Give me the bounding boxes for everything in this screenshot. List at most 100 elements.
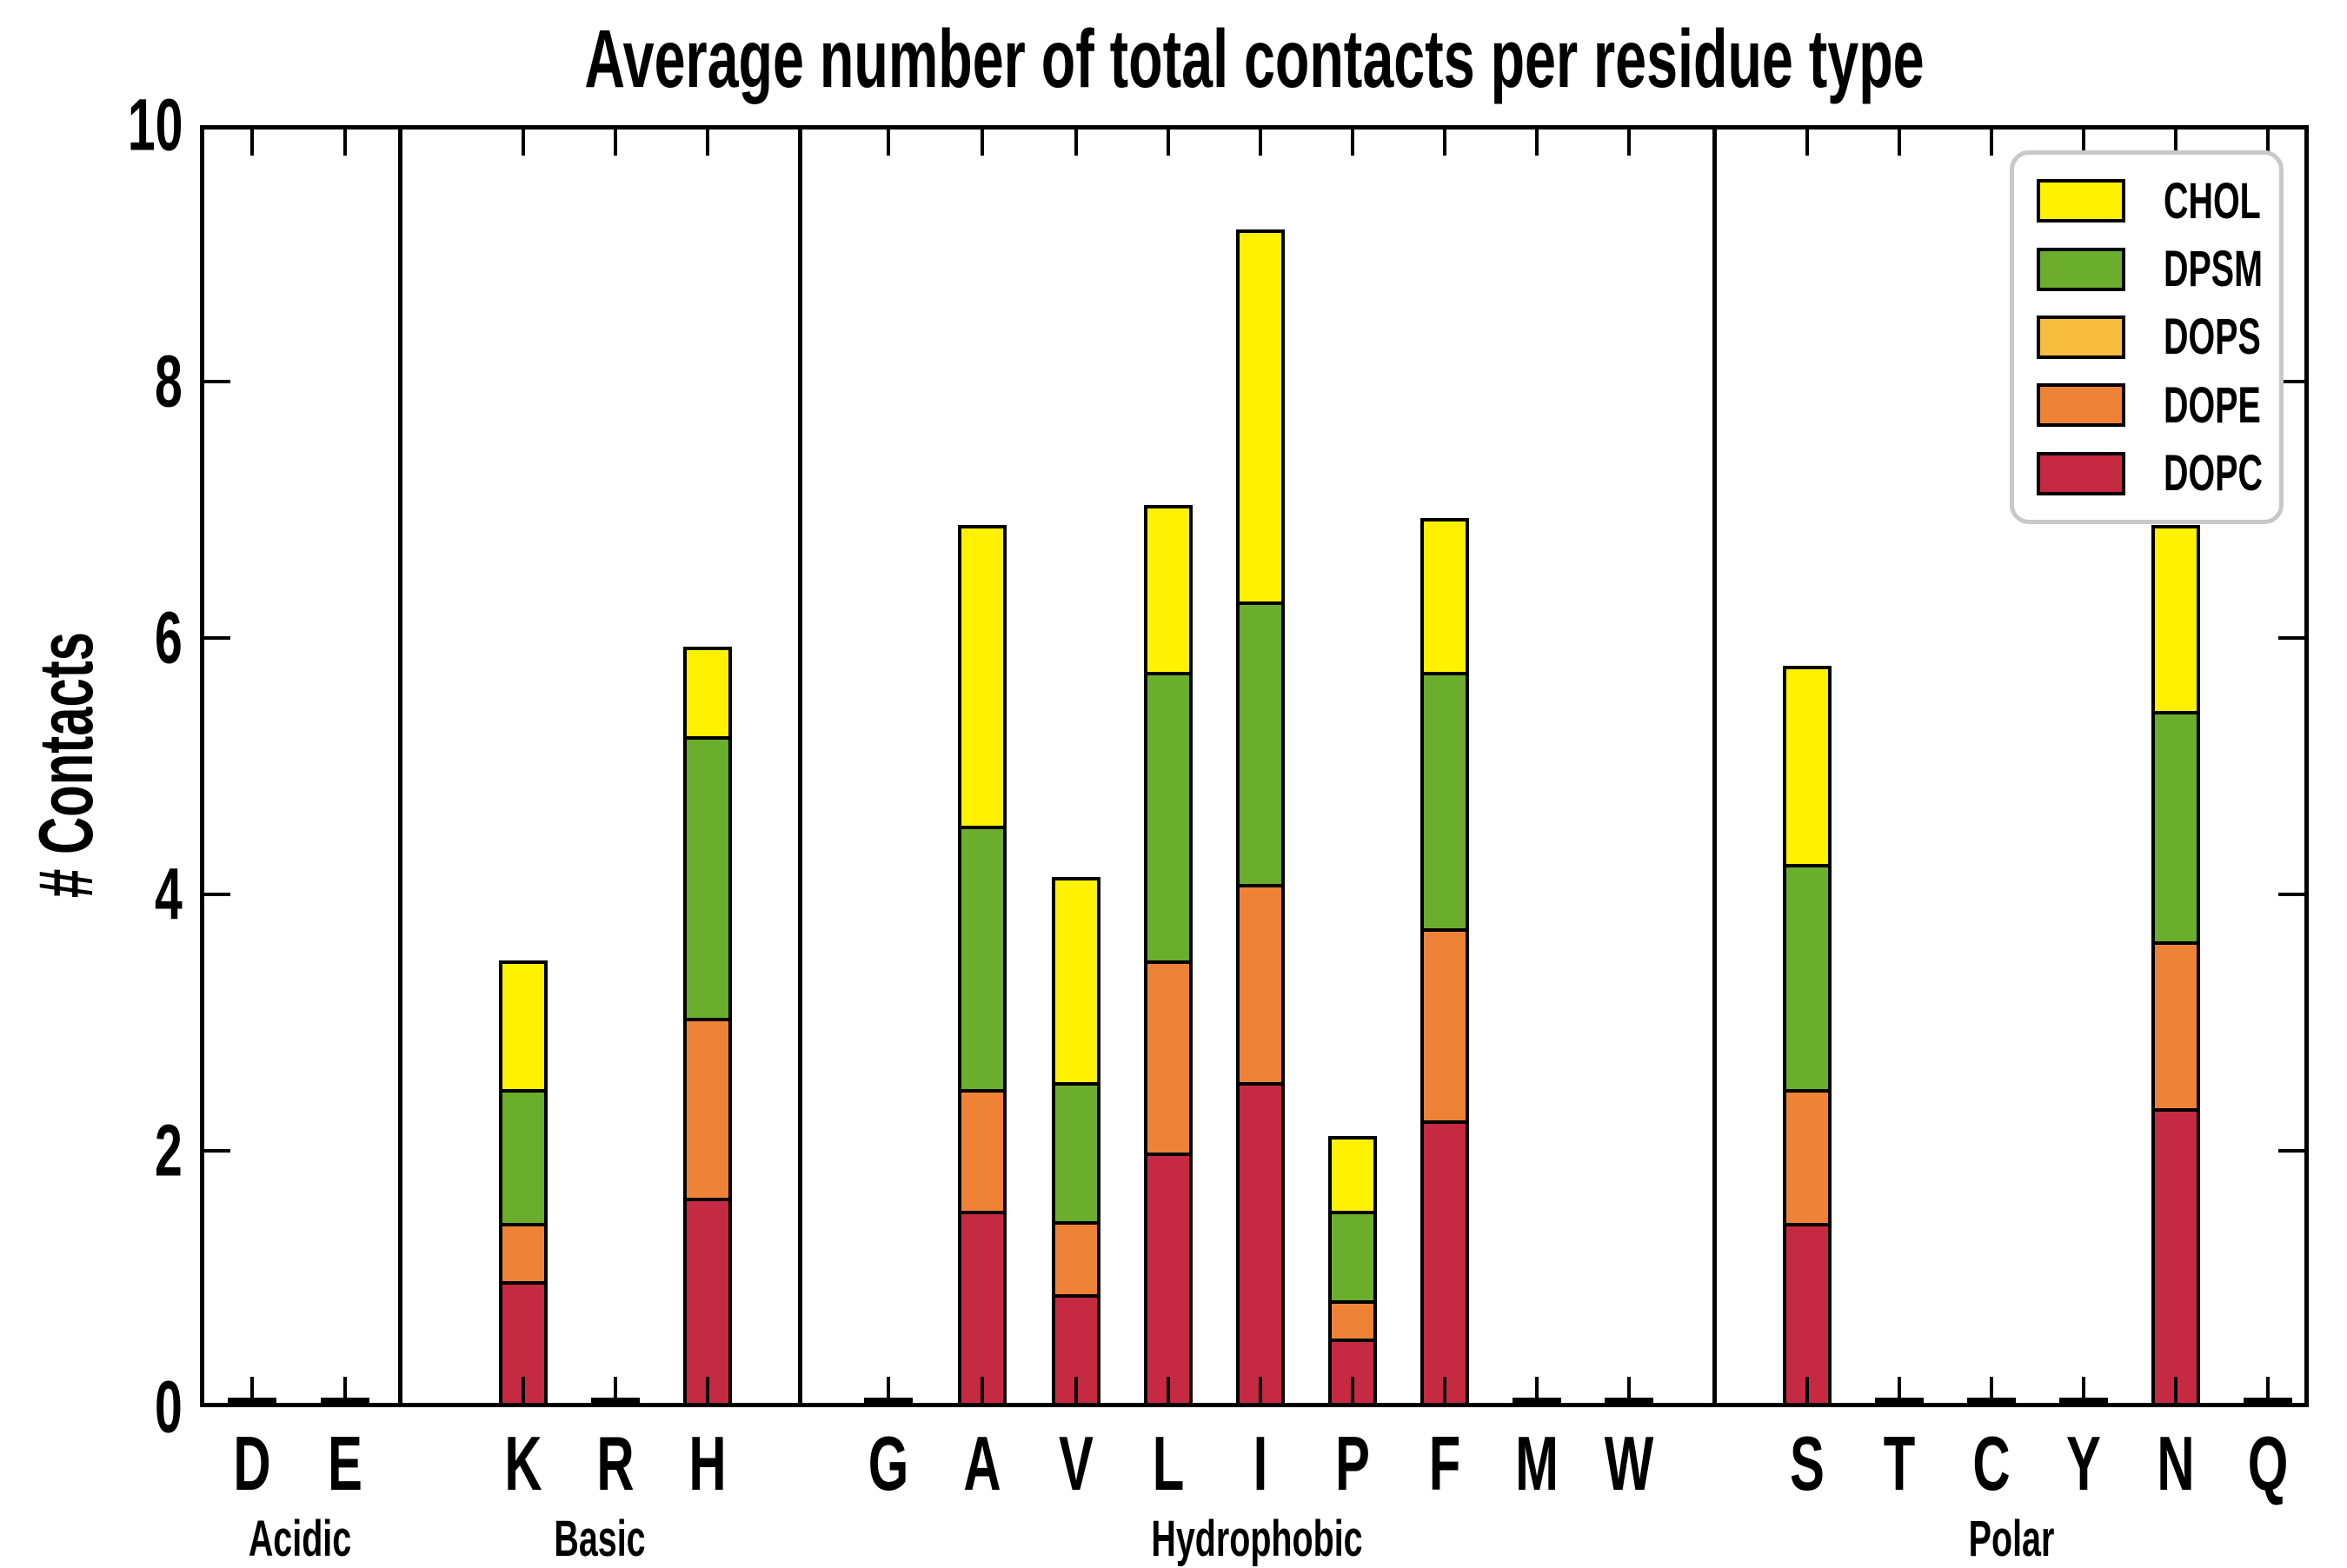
- y-tick-left-6: [204, 636, 230, 640]
- x-tick-top-P: [1351, 130, 1354, 156]
- x-tick-top-W: [1627, 130, 1631, 156]
- bar-F-DOPE: [1420, 928, 1469, 1120]
- bar-K-DOPE: [499, 1223, 548, 1281]
- x-tick-top-G: [887, 130, 890, 156]
- x-tick-label-M: M: [1515, 1420, 1559, 1506]
- bar-I-DOPC: [1236, 1082, 1285, 1403]
- legend-entry-dope: DOPE: [2037, 376, 2279, 435]
- x-tick-label-V: V: [1059, 1420, 1094, 1506]
- bar-P-DPSM: [1328, 1211, 1377, 1300]
- legend-entry-dops: DOPS: [2037, 308, 2279, 366]
- x-tick-label-N: N: [2157, 1420, 2195, 1506]
- group-divider: [1712, 125, 1717, 1407]
- x-tick-top-Q: [2266, 130, 2270, 156]
- bar-K-CHOL: [499, 960, 548, 1089]
- y-tick-right-6: [2278, 636, 2304, 640]
- x-tick-bottom-M: [1535, 1377, 1539, 1403]
- x-tick-label-H: H: [688, 1420, 727, 1506]
- group-label-acidic: Acidic: [248, 1511, 352, 1567]
- legend-entry-chol: CHOL: [2037, 172, 2279, 230]
- x-tick-top-E: [343, 130, 347, 156]
- x-tick-top-V: [1074, 130, 1078, 156]
- x-tick-bottom-H: [706, 1377, 709, 1403]
- bar-A-DPSM: [958, 826, 1007, 1089]
- y-tick-right-4: [2278, 893, 2304, 896]
- bar-N-DOPE: [2151, 941, 2200, 1108]
- bar-P-DOPE: [1328, 1300, 1377, 1339]
- bar-A-DOPC: [958, 1211, 1007, 1403]
- x-tick-top-Y: [2082, 130, 2085, 156]
- x-tick-bottom-L: [1167, 1377, 1170, 1403]
- bar-H-DOPE: [683, 1018, 732, 1198]
- x-tick-bottom-Y: [2082, 1377, 2085, 1403]
- bar-L-DOPC: [1144, 1153, 1193, 1403]
- y-tick-right-2: [2278, 1149, 2304, 1153]
- bar-I-DOPE: [1236, 884, 1285, 1082]
- x-tick-top-K: [522, 130, 525, 156]
- x-tick-label-G: G: [868, 1420, 909, 1506]
- x-tick-label-T: T: [1883, 1420, 1916, 1506]
- x-tick-top-A: [981, 130, 984, 156]
- y-tick-right-8: [2278, 380, 2304, 383]
- x-tick-bottom-V: [1074, 1377, 1078, 1403]
- bar-S-DPSM: [1783, 864, 1832, 1089]
- legend-entry-dpsm: DPSM: [2037, 240, 2279, 298]
- x-tick-top-M: [1535, 130, 1539, 156]
- x-tick-label-I: I: [1253, 1420, 1268, 1506]
- bar-L-DOPE: [1144, 960, 1193, 1153]
- legend-label-dopc: DOPC: [2164, 445, 2263, 502]
- bar-V-DPSM: [1052, 1082, 1100, 1221]
- bar-V-DOPE: [1052, 1221, 1100, 1294]
- group-label-hydrophobic: Hydrophobic: [1151, 1511, 1363, 1567]
- x-tick-bottom-C: [1990, 1377, 1993, 1403]
- x-tick-label-W: W: [1604, 1420, 1654, 1506]
- x-tick-bottom-P: [1351, 1377, 1354, 1403]
- bar-H-CHOL: [683, 647, 732, 736]
- legend-label-dope: DOPE: [2164, 376, 2261, 434]
- legend-entry-dopc: DOPC: [2037, 444, 2279, 502]
- x-tick-bottom-W: [1627, 1377, 1631, 1403]
- x-tick-bottom-F: [1443, 1377, 1446, 1403]
- bar-H-DPSM: [683, 736, 732, 1018]
- bar-L-CHOL: [1144, 505, 1193, 672]
- group-divider: [398, 125, 402, 1407]
- legend-swatch-dpsm: [2037, 247, 2125, 291]
- bar-F-CHOL: [1420, 518, 1469, 672]
- bar-I-CHOL: [1236, 229, 1285, 601]
- x-tick-bottom-E: [343, 1377, 347, 1403]
- group-label-polar: Polar: [1968, 1511, 2055, 1567]
- x-tick-top-H: [706, 130, 709, 156]
- x-tick-label-E: E: [328, 1420, 362, 1506]
- bar-S-DOPE: [1783, 1089, 1832, 1223]
- bar-L-DPSM: [1144, 672, 1193, 960]
- legend-box: CHOL DPSM DOPS DOPE DOPC: [2010, 150, 2284, 524]
- x-tick-label-D: D: [233, 1420, 271, 1506]
- x-tick-label-R: R: [596, 1420, 635, 1506]
- y-tick-label-0: 0: [155, 1365, 183, 1448]
- bar-K-DPSM: [499, 1089, 548, 1223]
- x-tick-bottom-G: [887, 1377, 890, 1403]
- x-tick-label-Q: Q: [2247, 1420, 2289, 1506]
- y-tick-label-2: 2: [155, 1109, 183, 1192]
- x-tick-top-N: [2174, 130, 2177, 156]
- bar-P-CHOL: [1328, 1136, 1377, 1211]
- x-tick-bottom-R: [614, 1377, 617, 1403]
- bar-N-DOPC: [2151, 1108, 2200, 1403]
- x-tick-label-C: C: [1972, 1420, 2011, 1506]
- chart-title: Average number of total contacts per res…: [269, 12, 2240, 107]
- legend-label-chol: CHOL: [2164, 172, 2261, 229]
- bar-S-CHOL: [1783, 666, 1832, 864]
- x-tick-bottom-S: [1805, 1377, 1809, 1403]
- x-tick-bottom-I: [1259, 1377, 1262, 1403]
- legend-swatch-dops: [2037, 315, 2125, 359]
- y-tick-left-2: [204, 1149, 230, 1153]
- x-tick-bottom-D: [250, 1377, 254, 1403]
- chart-title-text: Average number of total contacts per res…: [584, 13, 1925, 105]
- y-tick-left-4: [204, 893, 230, 896]
- x-tick-bottom-N: [2174, 1377, 2177, 1403]
- bar-S-DOPC: [1783, 1223, 1832, 1403]
- x-tick-top-I: [1259, 130, 1262, 156]
- x-tick-bottom-A: [981, 1377, 984, 1403]
- bar-F-DOPC: [1420, 1120, 1469, 1403]
- legend-swatch-dopc: [2037, 451, 2125, 495]
